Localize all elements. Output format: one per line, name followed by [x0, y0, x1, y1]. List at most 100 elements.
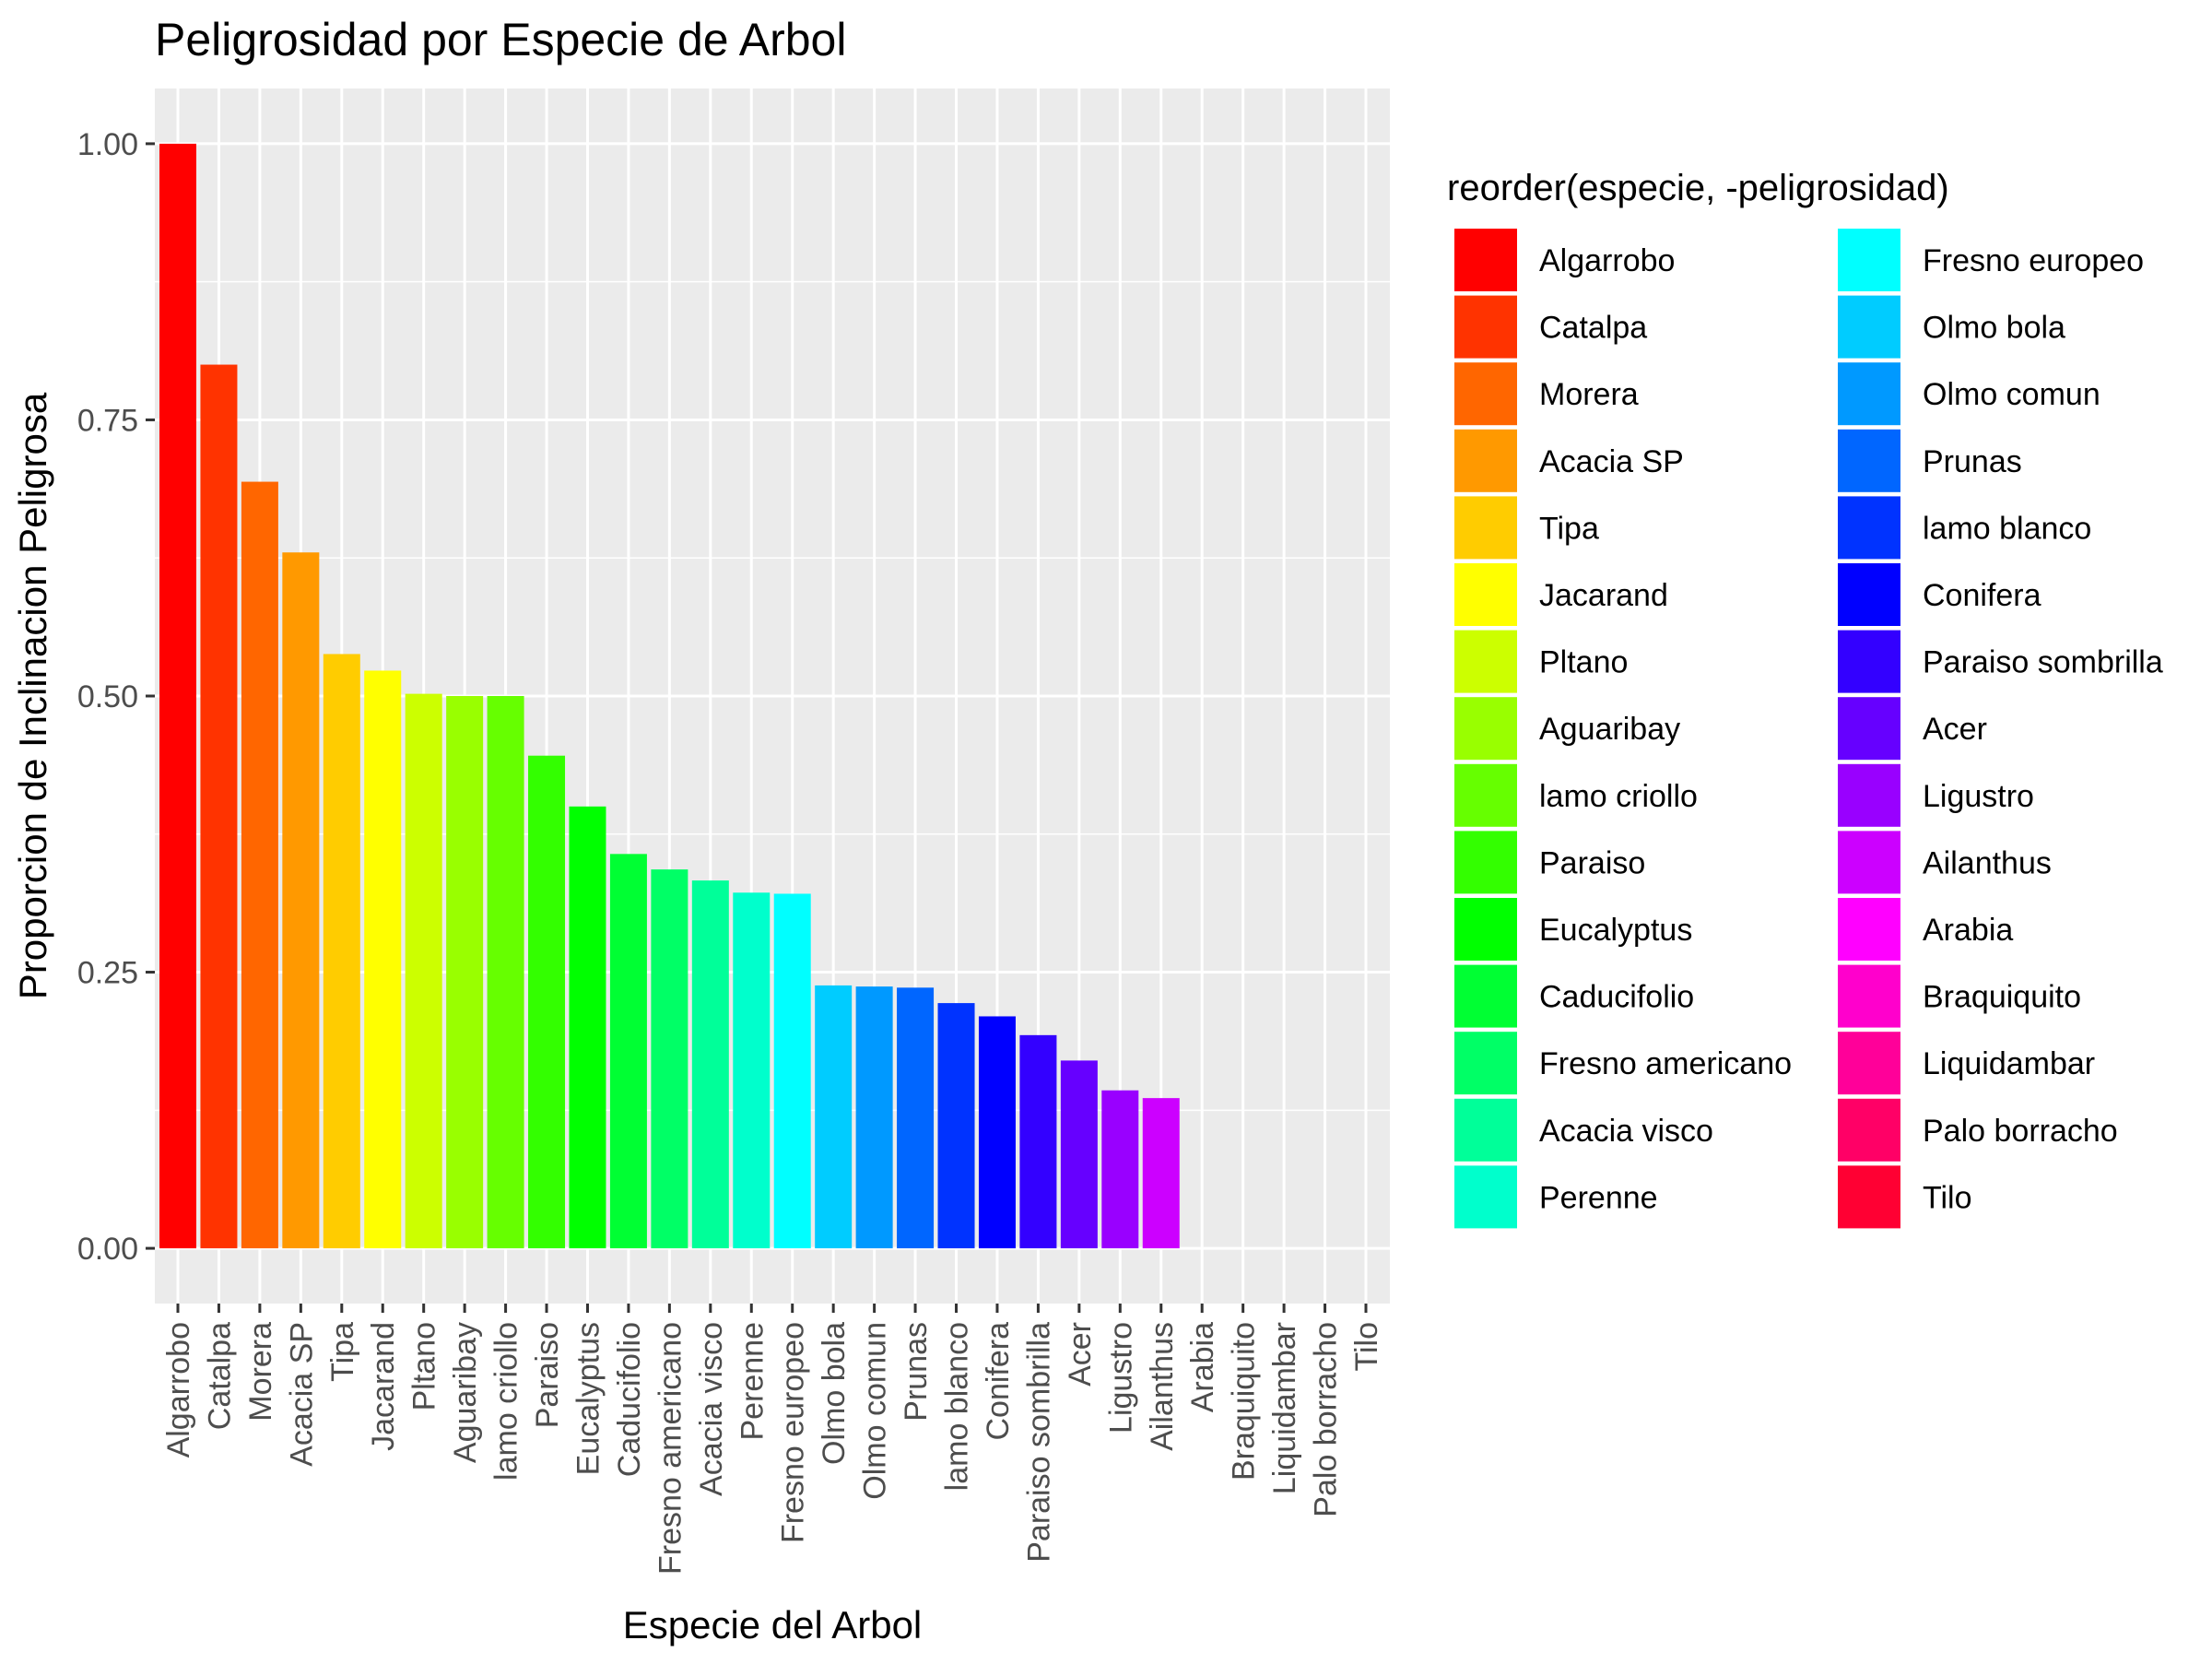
- legend-label: Prunas: [1923, 444, 2022, 479]
- legend-key-perenne: [1454, 1165, 1517, 1229]
- bar-lamo-criollo: [487, 696, 524, 1249]
- x-tick-label: Arabia: [1185, 1322, 1220, 1412]
- x-tick-label: Liquidambar: [1267, 1322, 1302, 1494]
- x-tick-label: lamo criollo: [489, 1322, 524, 1481]
- legend-key-acer: [1838, 697, 1900, 761]
- x-tick-label: Tilo: [1349, 1322, 1384, 1372]
- legend-key-olmo-comun: [1838, 362, 1900, 426]
- legend-label: Olmo bola: [1923, 311, 2065, 346]
- bar-lamo-blanco: [937, 1003, 975, 1249]
- legend-key-braquiquito: [1838, 964, 1900, 1028]
- x-tick-label: Paraiso sombrilla: [1021, 1322, 1056, 1563]
- bar-conifera: [978, 1016, 1016, 1249]
- legend-title: reorder(especie, -peligrosidad): [1447, 168, 1949, 208]
- legend-label: Perenne: [1539, 1180, 1658, 1215]
- legend-key-lamo-criollo: [1454, 763, 1517, 827]
- x-tick-label: Catalpa: [202, 1322, 237, 1430]
- legend-key-paraiso-sombrilla: [1838, 630, 1900, 693]
- legend-key-ailanthus: [1838, 831, 1900, 894]
- bar-fresno-europeo: [773, 893, 811, 1249]
- legend-label: Acer: [1923, 712, 1987, 747]
- chart-title: Peligrosidad por Especie de Arbol: [155, 14, 846, 65]
- legend-key-acacia-sp: [1454, 429, 1517, 492]
- legend-label: Fresno americano: [1539, 1046, 1792, 1081]
- x-axis: Algarrobo Catalpa Morera Acacia SP Tipa Jacar…: [161, 1304, 1384, 1575]
- x-tick-label: Braquiquito: [1227, 1322, 1262, 1481]
- y-axis: 0.00 0.25 0.50 0.75 1.00: [77, 127, 155, 1267]
- legend-key-tipa: [1454, 496, 1517, 560]
- legend-key-tilo: [1838, 1165, 1900, 1229]
- bar-olmo-comun: [855, 986, 893, 1249]
- x-tick-label: Tipa: [325, 1322, 360, 1382]
- bar-paraiso: [528, 755, 566, 1249]
- x-tick-label: Conifera: [981, 1322, 1016, 1441]
- x-tick-label: Caducifolio: [612, 1322, 647, 1477]
- legend-key-fresno-europeo: [1838, 229, 1900, 291]
- legend-label: Ligustro: [1923, 779, 2034, 814]
- legend-label: Acacia visco: [1539, 1114, 1713, 1149]
- x-tick-label: Acacia SP: [284, 1322, 319, 1467]
- legend-label: Liquidambar: [1923, 1046, 2095, 1081]
- legend-label: Palo borracho: [1923, 1114, 2118, 1149]
- x-tick-label: Eucalyptus: [571, 1322, 606, 1475]
- x-tick-label: lamo blanco: [940, 1322, 975, 1491]
- bar-algarrobo: [159, 143, 197, 1249]
- legend-key-olmo-bola: [1838, 295, 1900, 359]
- legend-key-eucalyptus: [1454, 898, 1517, 961]
- legend-key-morera: [1454, 362, 1517, 426]
- bar-morera: [241, 481, 278, 1249]
- x-tick-label: Ligustro: [1103, 1322, 1138, 1434]
- legend-label: Caducifolio: [1539, 980, 1694, 1015]
- bar-ligustro: [1101, 1090, 1139, 1249]
- legend: reorder(especie, -peligrosidad) Algarrob…: [1447, 168, 2163, 1229]
- x-axis-title: Especie del Arbol: [623, 1603, 923, 1646]
- legend-label: Aguaribay: [1539, 712, 1680, 747]
- bar-paraiso-sombrilla: [1019, 1034, 1057, 1249]
- legend-label: Tipa: [1539, 511, 1599, 546]
- y-tick-label: 0.75: [77, 403, 138, 438]
- legend-label: lamo blanco: [1923, 511, 2091, 546]
- bar-olmo-bola: [815, 985, 853, 1249]
- legend-label: Pltano: [1539, 645, 1628, 680]
- y-tick-label: 1.00: [77, 127, 138, 162]
- y-tick-label: 0.25: [77, 956, 138, 991]
- x-tick-label: Fresno americano: [653, 1322, 688, 1575]
- y-tick-label: 0.50: [77, 679, 138, 714]
- legend-label: Olmo comun: [1923, 377, 2100, 412]
- x-tick-label: Morera: [243, 1322, 278, 1422]
- x-tick-label: Olmo comun: [858, 1322, 893, 1500]
- legend-label: Braquiquito: [1923, 980, 2081, 1015]
- legend-label: Ailanthus: [1923, 845, 2052, 880]
- bar-prunas: [897, 987, 935, 1249]
- y-tick-label: 0.00: [77, 1232, 138, 1267]
- bar-ailanthus: [1142, 1098, 1180, 1249]
- x-tick-label: Pltano: [407, 1322, 442, 1410]
- legend-label: Arabia: [1923, 913, 2013, 948]
- bar-tipa: [323, 654, 360, 1249]
- bar-acer: [1060, 1060, 1098, 1249]
- legend-label: Paraiso sombrilla: [1923, 645, 2163, 680]
- legend-key-prunas: [1838, 429, 1900, 492]
- bar-perenne: [733, 892, 771, 1249]
- bar-fresno-americano: [651, 869, 688, 1249]
- legend-key-conifera: [1838, 563, 1900, 626]
- legend-key-aguaribay: [1454, 697, 1517, 761]
- legend-key-algarrobo: [1454, 229, 1517, 291]
- x-tick-label: Palo borracho: [1309, 1322, 1344, 1517]
- legend-key-ligustro: [1838, 763, 1900, 827]
- y-axis-title: Proporcion de Inclinacion Peligrosa: [11, 392, 54, 999]
- x-tick-label: Acacia visco: [694, 1322, 729, 1496]
- legend-key-catalpa: [1454, 295, 1517, 359]
- bar-caducifolio: [609, 854, 647, 1249]
- bar-acacia-visco: [691, 880, 729, 1249]
- legend-label: Acacia SP: [1539, 444, 1684, 479]
- x-tick-label: Fresno europeo: [776, 1322, 811, 1543]
- legend-key-acacia-visco: [1454, 1098, 1517, 1162]
- bar-jacarand: [364, 670, 402, 1249]
- legend-label: Catalpa: [1539, 311, 1647, 346]
- x-tick-label: Ailanthus: [1145, 1322, 1180, 1451]
- x-tick-label: Aguaribay: [448, 1322, 483, 1463]
- legend-key-lamo-blanco: [1838, 496, 1900, 560]
